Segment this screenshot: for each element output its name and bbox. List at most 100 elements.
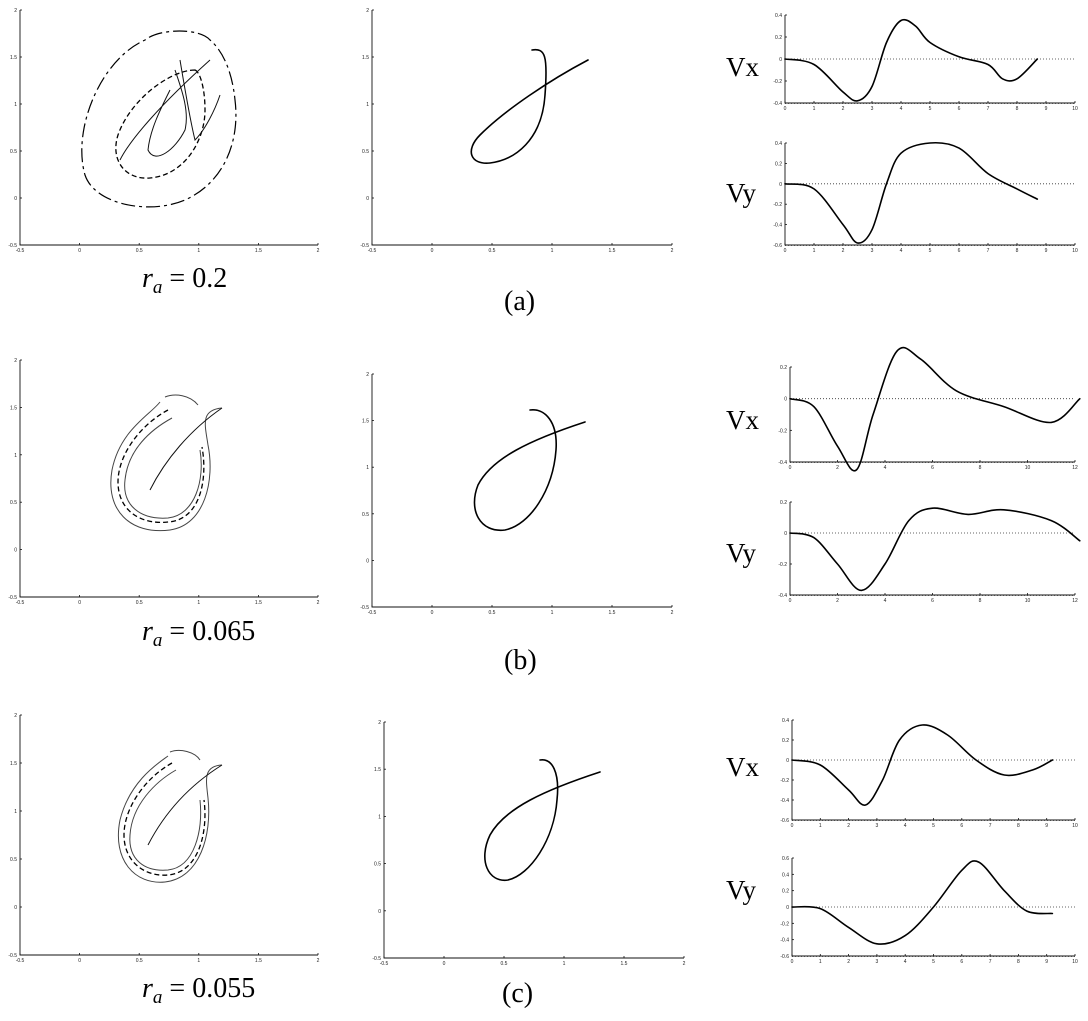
trajectory — [484, 759, 601, 881]
y-tick-label: 0.4 — [782, 718, 789, 724]
ra-label-c: ra = 0.055 — [142, 973, 256, 1008]
x-tick-label: 0 — [789, 465, 792, 471]
y-tick-label: 0 — [784, 397, 787, 403]
y-tick-label: 2 — [366, 372, 369, 378]
y-tick-label: 0 — [14, 548, 17, 554]
y-tick-label: 0 — [14, 905, 17, 911]
y-tick-label: 0 — [378, 909, 381, 915]
y-tick-label: 0.2 — [780, 365, 787, 371]
y-tick-label: -0.5 — [8, 953, 17, 959]
velocity-plot-b-vx: 0 2 4 6 8 10 12 -0.4 -0.2 0 0.2 — [778, 346, 1081, 472]
y-tick-label: 1 — [366, 102, 369, 108]
y-tick-label: -0.4 — [773, 101, 782, 107]
y-tick-label: -0.2 — [780, 921, 789, 927]
trajectory — [470, 48, 589, 164]
x-tick-label: 0 — [784, 248, 787, 254]
velocity-plot-a-vx: 0 1 2 3 4 5 6 7 8 9 10 -0.4 -0.2 0 0.2 0.4 — [773, 13, 1078, 112]
y-tick-label: 1.5 — [10, 761, 17, 767]
y-tick-label: 0.5 — [362, 149, 369, 155]
y-tick-label: 1.5 — [362, 419, 369, 425]
velocity-plot-a-vy: 0 1 2 3 4 5 6 7 8 9 10 -0.6 -0.4 -0.2 0 0.2 0.4 — [773, 141, 1078, 254]
y-tick-label: 0.5 — [10, 500, 17, 506]
vy-label-c: Vy — [726, 875, 757, 905]
x-tick-label: 2 — [836, 598, 839, 604]
x-tick-label: 2 — [683, 961, 686, 967]
x-tick-label: 1 — [819, 823, 822, 829]
x-tick-label: 1.5 — [255, 958, 262, 964]
panel-label-c: (c) — [502, 978, 534, 1009]
vx-label-b: Vx — [726, 405, 759, 435]
y-tick-label: -0.5 — [360, 605, 369, 611]
y-tick-label: 0.2 — [775, 161, 782, 167]
x-tick-label: 4 — [904, 959, 907, 965]
y-tick-label: 1 — [14, 809, 17, 815]
velocity-curve — [789, 507, 1081, 592]
x-tick-label: -0.5 — [16, 600, 25, 606]
axes — [371, 374, 672, 608]
x-tick-label: 0 — [791, 823, 794, 829]
x-tick-label: 1.5 — [609, 248, 616, 254]
x-tick-label: 10 — [1072, 823, 1078, 829]
x-tick-label: 6 — [960, 823, 963, 829]
x-tick-label: 1 — [563, 961, 566, 967]
y-tick-label: 1 — [378, 814, 381, 820]
ra-label-a: ra = 0.2 — [142, 263, 228, 298]
ra-label-b: ra = 0.065 — [142, 616, 256, 651]
y-tick-label: 2 — [378, 720, 381, 726]
x-tick-label: 1 — [551, 248, 554, 254]
band-inner — [124, 417, 202, 519]
x-tick-label: 12 — [1072, 598, 1078, 604]
x-tick-label: 4 — [900, 248, 903, 254]
x-tick-label: 0 — [431, 610, 434, 616]
x-tick-label: 0 — [78, 600, 81, 606]
axes — [371, 10, 672, 246]
axes — [789, 502, 1075, 596]
x-tick-label: -0.5 — [368, 248, 377, 254]
x-tick-label: 2 — [842, 248, 845, 254]
axes — [789, 367, 1075, 463]
y-tick-label: -0.6 — [773, 243, 782, 249]
x-tick-label: 0 — [431, 248, 434, 254]
vy-label-a: Vy — [726, 178, 757, 208]
x-tick-label: 10 — [1072, 106, 1078, 112]
y-tick-label: 0 — [779, 57, 782, 63]
y-tick-label: 0 — [366, 196, 369, 202]
x-tick-label: 5 — [932, 959, 935, 965]
y-tick-label: 0.5 — [10, 149, 17, 155]
band-outer — [118, 749, 223, 883]
trajectory-thin — [149, 407, 223, 491]
x-tick-label: 0 — [78, 248, 81, 254]
x-tick-label: 1 — [819, 959, 822, 965]
row-a-mid-plot — [371, 10, 672, 246]
y-tick-label: -0.2 — [778, 428, 787, 434]
velocity-plot-b-vy: 0 2 4 6 8 10 12 -0.4 -0.2 0 0.2 — [778, 500, 1081, 604]
x-tick-label: 1 — [197, 248, 200, 254]
x-tick-label: 8 — [1016, 248, 1019, 254]
x-tick-label: 6 — [958, 106, 961, 112]
velocity-curve — [791, 860, 1054, 945]
panel-label-b: (b) — [504, 645, 537, 676]
y-tick-label: -0.4 — [773, 223, 782, 229]
x-tick-label: 10 — [1072, 248, 1078, 254]
y-tick-label: 1.5 — [362, 55, 369, 61]
vy-label-b: Vy — [726, 538, 757, 568]
x-tick-label: 3 — [871, 106, 874, 112]
trajectory-thin — [119, 59, 211, 161]
trajectory-tick-labels: -0.5 0 0.5 1 1.5 2 -0.5 0 0.5 1 1.5 2 -0.5 0 0.5 1 1.5 2 -… — [8, 8, 685, 967]
velocity-plot-c-vy: 0 1 2 3 4 5 6 7 8 9 10 -0.6 -0.4 -0.2 0 0.2 0.4 0.6 — [780, 856, 1078, 965]
x-tick-label: 2 — [317, 958, 320, 964]
axes — [784, 143, 1075, 246]
x-tick-label: 3 — [871, 248, 874, 254]
x-tick-label: 5 — [929, 248, 932, 254]
y-tick-label: 1 — [14, 102, 17, 108]
x-tick-label: 0.5 — [489, 248, 496, 254]
x-tick-label: -0.5 — [16, 958, 25, 964]
x-tick-label: 7 — [987, 106, 990, 112]
x-tick-label: 9 — [1045, 959, 1048, 965]
trajectory-thin — [147, 764, 223, 846]
x-tick-label: 9 — [1045, 823, 1048, 829]
y-tick-label: 0.2 — [782, 738, 789, 744]
y-tick-label: 2 — [14, 713, 17, 719]
velocity-curve — [784, 18, 1039, 102]
